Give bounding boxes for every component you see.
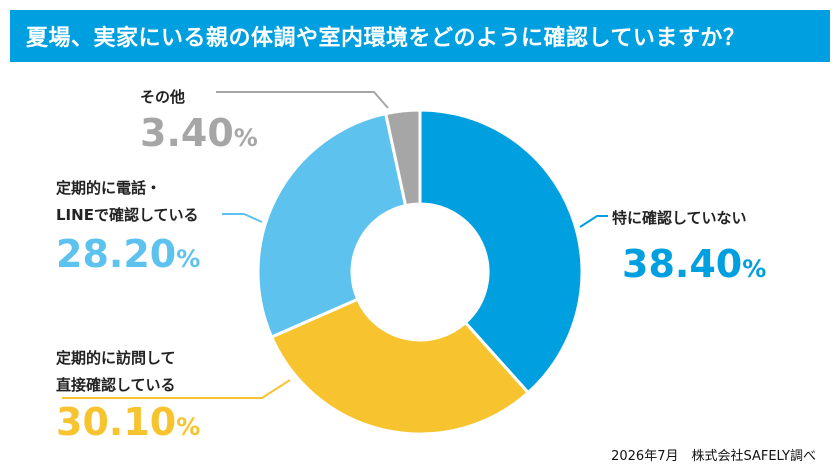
slice-label-2: 定期的に訪問して 直接確認している — [56, 345, 176, 399]
slice-label-3: 定期的に電話・ LINEで確認している — [56, 175, 199, 229]
slice-value-4: 3.40% — [140, 113, 258, 158]
slice-value-2-unit: % — [176, 413, 201, 441]
slice-value-1-number: 38.40 — [622, 242, 743, 286]
slice-value-2-number: 30.10 — [56, 400, 177, 444]
slice-label-1: 特に確認していない — [612, 205, 747, 232]
leader-line-2 — [62, 379, 291, 399]
slice-value-1: 38.40% — [622, 244, 766, 289]
leader-line-4 — [216, 91, 389, 109]
slice-label-4-text: その他 — [140, 88, 186, 106]
slice-value-3-unit: % — [176, 245, 201, 273]
leader-line-3 — [222, 213, 263, 223]
donut-slice-3 — [256, 111, 408, 339]
slice-label-3-line-1: 定期的に電話・ — [56, 179, 162, 197]
slice-label-3-line-2: LINEで確認している — [56, 206, 199, 224]
slice-label-2-line-2: 直接確認している — [56, 376, 176, 394]
leader-lines — [62, 91, 608, 399]
slice-value-4-unit: % — [233, 124, 258, 152]
donut-slices — [256, 108, 584, 436]
slice-value-4-number: 3.40 — [140, 111, 234, 155]
slice-label-4: その他 — [140, 84, 185, 111]
source-note: 2026年7月 株式会社SAFELY調べ — [611, 449, 816, 464]
slice-value-3-number: 28.20 — [56, 232, 177, 276]
slice-value-1-unit: % — [742, 255, 767, 283]
donut-slice-1 — [418, 108, 584, 395]
leader-line-1 — [579, 215, 608, 228]
slice-value-2: 30.10% — [56, 402, 200, 447]
chart-title: 夏場、実家にいる親の体調や室内環境をどのように確認していますか？ — [10, 10, 830, 62]
slice-label-2-line-1: 定期的に訪問して — [56, 349, 176, 367]
donut-slice-2 — [269, 297, 531, 436]
slice-label-1-text: 特に確認していない — [612, 209, 747, 227]
donut-slice-4 — [383, 108, 422, 208]
slice-value-3: 28.20% — [56, 234, 200, 279]
